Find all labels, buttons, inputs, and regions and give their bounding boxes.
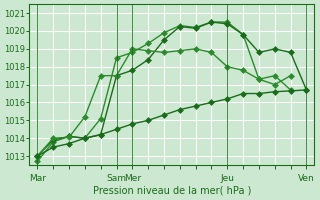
X-axis label: Pression niveau de la mer( hPa ): Pression niveau de la mer( hPa ): [93, 186, 251, 196]
